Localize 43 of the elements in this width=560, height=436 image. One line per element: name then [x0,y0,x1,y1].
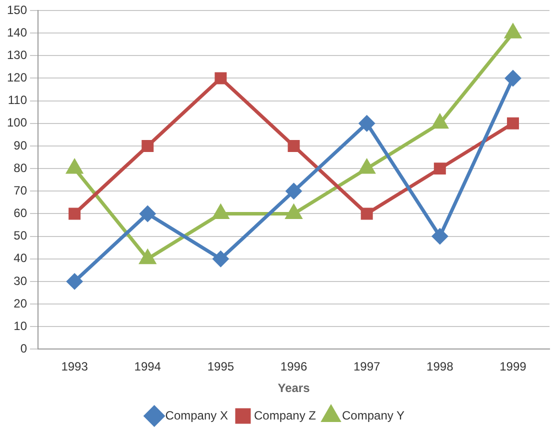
point [66,274,82,290]
point [432,228,448,244]
x-tick-label: 1994 [134,360,162,374]
x-tick-label: 1997 [353,360,380,374]
y-tick-label: 140 [6,25,28,40]
y-tick-label: 20 [14,296,28,310]
x-tick-label: 1996 [280,360,308,374]
point [212,251,228,267]
point [142,140,154,152]
point [360,208,373,220]
legend-label: Company Z [254,408,316,422]
y-tick-label: 0 [20,342,28,356]
y-tick-label: 120 [6,70,28,85]
y-tick-label: 90 [14,138,28,152]
legend-label: Company Y [342,408,404,422]
point [506,117,519,130]
y-tick-label: 30 [14,274,28,288]
legend-label: Company X [165,408,228,422]
point [505,70,521,86]
y-tick-label: 50 [14,228,28,243]
point [140,206,156,222]
point [286,183,302,199]
x-tick-label: 1998 [426,360,454,374]
point [214,72,227,84]
y-tick-label: 10 [14,318,28,333]
x-tick-label: 1999 [500,360,527,374]
point [434,162,446,175]
y-tick-label: 80 [14,160,28,175]
y-tick-label: 70 [14,183,28,198]
point [505,24,521,38]
y-tick-label: 40 [14,251,28,266]
point [288,140,300,152]
y-tick-label: 100 [6,116,28,130]
x-tick-label: 1993 [61,360,88,374]
x-axis-title: Years [278,381,310,396]
y-tick-label: 60 [14,206,28,220]
y-tick-label: 150 [6,2,28,17]
y-tick-label: 130 [6,48,28,62]
x-tick-label: 1995 [207,360,234,374]
point [359,116,375,132]
point [432,114,448,129]
y-tick-label: 110 [8,93,28,108]
point [68,208,81,220]
